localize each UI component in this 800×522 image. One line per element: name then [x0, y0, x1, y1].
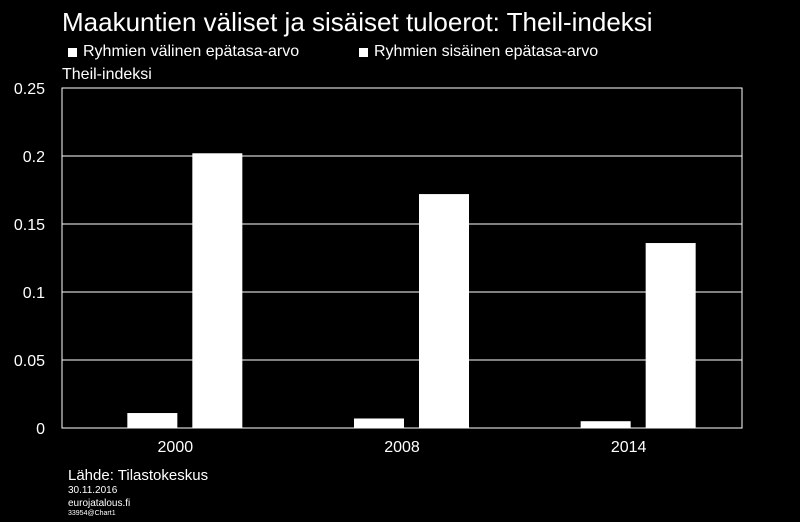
bar-between-2014 [580, 421, 631, 428]
source-note: Lähde: Tilastokeskus [68, 467, 209, 484]
legend-label-between: Ryhmien välinen epätasa-arvo [83, 43, 300, 60]
plot-area-frame [61, 87, 743, 429]
x-tick-label: 2008 [384, 439, 420, 456]
bar-within-2000 [192, 153, 243, 428]
legend-swatch-between [68, 47, 77, 57]
site-name: eurojatalous.fi [68, 498, 131, 509]
chart-code: 33954@Chart1 [68, 510, 116, 517]
chart-title: Maakuntien väliset ja sisäiset tuloerot:… [62, 7, 653, 37]
legend-item-between: Ryhmien välinen epätasa-arvo [68, 43, 299, 61]
y-tick-label: 0 [36, 421, 45, 438]
legend-swatch-within [359, 47, 368, 57]
y-tick-label: 0.25 [14, 81, 45, 98]
x-tick-label: 2000 [158, 439, 194, 456]
publish-date: 30.11.2016 [68, 485, 118, 496]
y-tick-label: 0.15 [14, 217, 45, 234]
y-axis-label: Theil-indeksi [62, 66, 152, 83]
bar-within-2008 [419, 194, 469, 428]
x-tick-label: 2014 [611, 439, 647, 456]
bar-between-2000 [127, 413, 178, 428]
legend-label-within: Ryhmien sisäinen epätasa-arvo [374, 43, 599, 60]
bar-within-2014 [645, 243, 696, 428]
y-tick-label: 0.1 [23, 285, 45, 302]
y-tick-label: 0.05 [14, 353, 45, 370]
y-tick-label: 0.2 [23, 149, 45, 166]
legend-item-within: Ryhmien sisäinen epätasa-arvo [359, 43, 598, 61]
bar-between-2008 [354, 418, 404, 428]
